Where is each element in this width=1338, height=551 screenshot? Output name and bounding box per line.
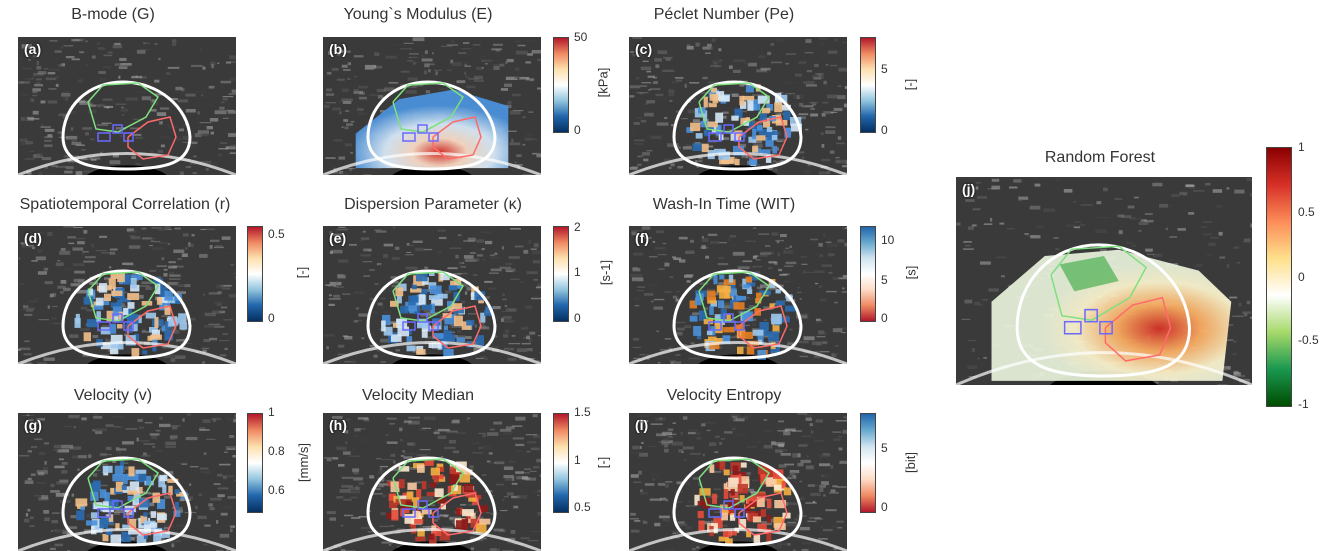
panel-b-letter: (b) <box>329 41 347 57</box>
cbar-g-tick-bottom: 0.6 <box>268 483 285 497</box>
cbar-g-tick-mid: 0.8 <box>268 444 285 458</box>
cbar-b-unit: [kPa] <box>595 67 611 98</box>
colorbar-b <box>553 37 569 133</box>
panel-c-title: Péclet Number (Pe) <box>653 6 795 23</box>
panel-f-letter: (f) <box>635 230 649 246</box>
ultrasound-svg <box>629 226 847 364</box>
panel-h-image: (h) <box>323 413 541 551</box>
cbar-c-unit: [-] <box>902 78 918 91</box>
cbar-h-tick-top: 1.5 <box>574 405 591 419</box>
panel-c-image: (c) <box>629 37 847 175</box>
panel-e-title: Dispersion Parameter (κ) <box>344 196 522 213</box>
panel-e-image: (e) <box>323 226 541 364</box>
panel-i-image: (i) <box>629 413 847 551</box>
panel-j-title: Random Forest <box>1044 149 1156 166</box>
cbar-d-unit: [-] <box>294 266 310 279</box>
panel-h-title: Velocity Median <box>361 387 475 404</box>
cbar-h-tick-mid: 1 <box>574 453 581 467</box>
panel-b-image: (b) <box>323 37 541 175</box>
colorbar-d <box>247 226 263 322</box>
cbar-d-tick-top: 0.5 <box>268 227 285 241</box>
cbar-g-unit: [mm/s] <box>296 443 311 482</box>
panel-d-image: (d) <box>18 226 236 364</box>
cbar-i-tick-bottom: 0 <box>881 500 888 514</box>
panel-b-title: Young`s Modulus (E) <box>343 6 493 23</box>
panel-f-image: (f) <box>629 226 847 364</box>
cbar-d-tick-bottom: 0 <box>268 311 275 325</box>
cbar-e-unit: [s-1] <box>598 259 614 286</box>
cbar-e-tick-bottom: 0 <box>574 311 581 325</box>
panel-d-title: Spatiotemporal Correlation (r) <box>19 196 231 213</box>
cbar-f-tick-mid: 5 <box>881 273 888 287</box>
panel-i-title: Velocity Entropy <box>666 387 782 404</box>
ultrasound-svg <box>18 413 236 551</box>
colorbar-f <box>860 226 876 322</box>
panel-a-title: B-mode (G) <box>71 6 155 23</box>
ultrasound-svg <box>323 37 541 175</box>
cbar-f-tick-top: 10 <box>881 233 895 247</box>
colorbar-c <box>860 37 876 133</box>
ultrasound-svg <box>323 226 541 364</box>
cbar-h-unit: [-] <box>595 456 611 469</box>
cbar-h-tick-bottom: 0.5 <box>574 500 591 514</box>
panel-a-image: (a) <box>18 37 236 175</box>
cbar-e-tick-mid: 1 <box>574 265 581 279</box>
panel-a-letter: (a) <box>24 41 42 57</box>
panel-g-letter: (g) <box>24 417 42 433</box>
cbar-j-tick-4: -0.5 <box>1298 333 1319 347</box>
cbar-i-tick-top: 5 <box>881 441 888 455</box>
cbar-j-tick-3: 0 <box>1298 270 1305 284</box>
colorbar-i <box>860 413 876 513</box>
cbar-g-tick-top: 1 <box>268 405 275 419</box>
cbar-b-tick-top: 50 <box>574 30 588 44</box>
cbar-j-tick-5: -1 <box>1298 397 1309 411</box>
ultrasound-svg <box>956 177 1252 385</box>
panel-c-letter: (c) <box>635 41 653 57</box>
cbar-f-tick-bottom: 0 <box>881 311 888 325</box>
cbar-i-unit: [bit] <box>902 452 918 473</box>
panel-e-letter: (e) <box>329 230 347 246</box>
panel-j-image: (j) <box>956 177 1252 385</box>
cbar-j-tick-1: 1 <box>1298 140 1305 154</box>
colorbar-h <box>553 413 569 513</box>
cbar-b-tick-bottom: 0 <box>574 123 581 137</box>
colorbar-j <box>1266 147 1292 407</box>
cbar-c-tick-top: 5 <box>881 62 888 76</box>
colorbar-g <box>247 413 263 513</box>
ultrasound-svg <box>323 413 541 551</box>
panel-d-letter: (d) <box>24 230 42 246</box>
ultrasound-svg <box>629 37 847 175</box>
cbar-j-tick-2: 0.5 <box>1298 205 1315 219</box>
panel-g-image: (g) <box>18 413 236 551</box>
colorbar-e <box>553 226 569 322</box>
cbar-c-tick-bottom: 0 <box>881 123 888 137</box>
ultrasound-svg <box>629 413 847 551</box>
cbar-e-tick-top: 2 <box>574 220 581 234</box>
ultrasound-svg <box>18 37 236 175</box>
panel-i-letter: (i) <box>635 417 649 433</box>
panel-g-title: Velocity (v) <box>73 387 153 404</box>
cbar-f-unit: [s] <box>903 265 919 280</box>
panel-h-letter: (h) <box>329 417 347 433</box>
ultrasound-svg <box>18 226 236 364</box>
panel-j-letter: (j) <box>962 181 976 197</box>
panel-f-title: Wash-In Time (WIT) <box>652 196 796 213</box>
